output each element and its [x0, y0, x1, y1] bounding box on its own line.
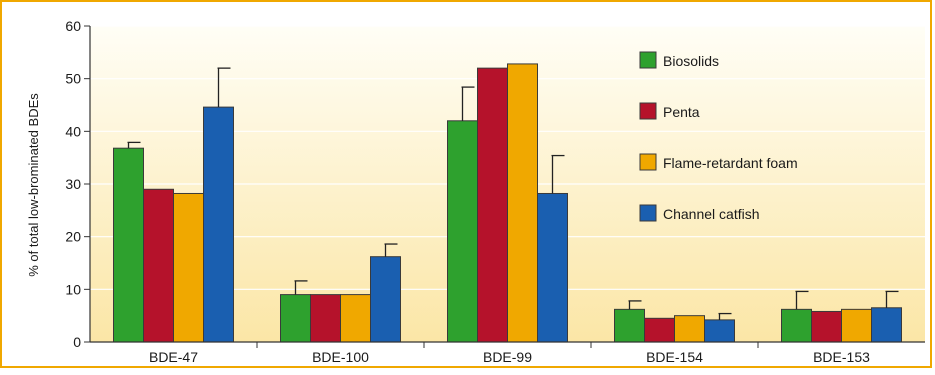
legend-label-penta: Penta: [663, 104, 700, 120]
bar-flame-retardant-foam-bde-100: [340, 294, 371, 343]
y-tick-label: 60: [65, 18, 81, 34]
bar-flame-retardant-foam-bde-153: [841, 308, 872, 343]
legend-swatch-biosolids: [639, 51, 657, 69]
bar-penta-bde-47: [143, 188, 174, 343]
legend-label-channel-catfish: Channel catfish: [663, 206, 760, 222]
bar-channel-catfish-bde-100: [370, 256, 401, 343]
x-tick-label-bde-99: BDE-99: [483, 349, 532, 365]
bar-flame-retardant-foam-bde-47: [173, 192, 204, 343]
legend-swatch-flame-retardant-foam: [639, 153, 657, 171]
bar-penta-bde-100: [310, 294, 341, 343]
bar-biosolids-bde-47: [113, 147, 144, 343]
bar-channel-catfish-bde-153: [871, 307, 902, 343]
y-tick-label: 20: [65, 229, 81, 245]
bar-channel-catfish-bde-154: [704, 319, 735, 343]
bar-penta-bde-153: [811, 310, 842, 343]
y-tick-label: 30: [65, 176, 81, 192]
bars: [113, 63, 902, 343]
y-tick-label: 10: [65, 281, 81, 297]
bar-channel-catfish-bde-47: [203, 106, 234, 343]
bar-biosolids-bde-100: [280, 294, 311, 343]
x-tick-label-bde-47: BDE-47: [149, 349, 198, 365]
x-tick-label-bde-153: BDE-153: [813, 349, 870, 365]
legend-swatch-channel-catfish: [639, 204, 657, 222]
bar-biosolids-bde-154: [614, 308, 645, 343]
y-axis-label: % of total low-brominated BDEs: [26, 93, 41, 277]
bar-biosolids-bde-99: [447, 120, 478, 343]
legend-swatch-penta: [639, 102, 657, 120]
axes: 0 10 20 30 40 50 60 BDE-47 BDE-100 BDE-99 BDE-154 B…: [65, 18, 925, 365]
x-tick-label-bde-100: BDE-100: [312, 349, 369, 365]
bar-flame-retardant-foam-bde-154: [674, 315, 705, 343]
legend-label-biosolids: Biosolids: [663, 53, 719, 69]
y-tick-label: 50: [65, 71, 81, 87]
legend: Biosolids Penta Flame-retardant foam Channe…: [639, 51, 798, 222]
bar-channel-catfish-bde-99: [537, 192, 568, 343]
x-tick-label-bde-154: BDE-154: [646, 349, 703, 365]
y-tick-label: 40: [65, 123, 81, 139]
y-tick-label: 0: [73, 334, 81, 350]
bar-penta-bde-99: [477, 67, 508, 343]
bar-penta-bde-154: [644, 317, 675, 343]
legend-label-flame-retardant-foam: Flame-retardant foam: [663, 155, 798, 171]
bar-flame-retardant-foam-bde-99: [507, 63, 538, 343]
chart-frame: [0, 0, 932, 368]
bar-biosolids-bde-153: [781, 308, 812, 343]
error-bars: [127, 67, 899, 320]
